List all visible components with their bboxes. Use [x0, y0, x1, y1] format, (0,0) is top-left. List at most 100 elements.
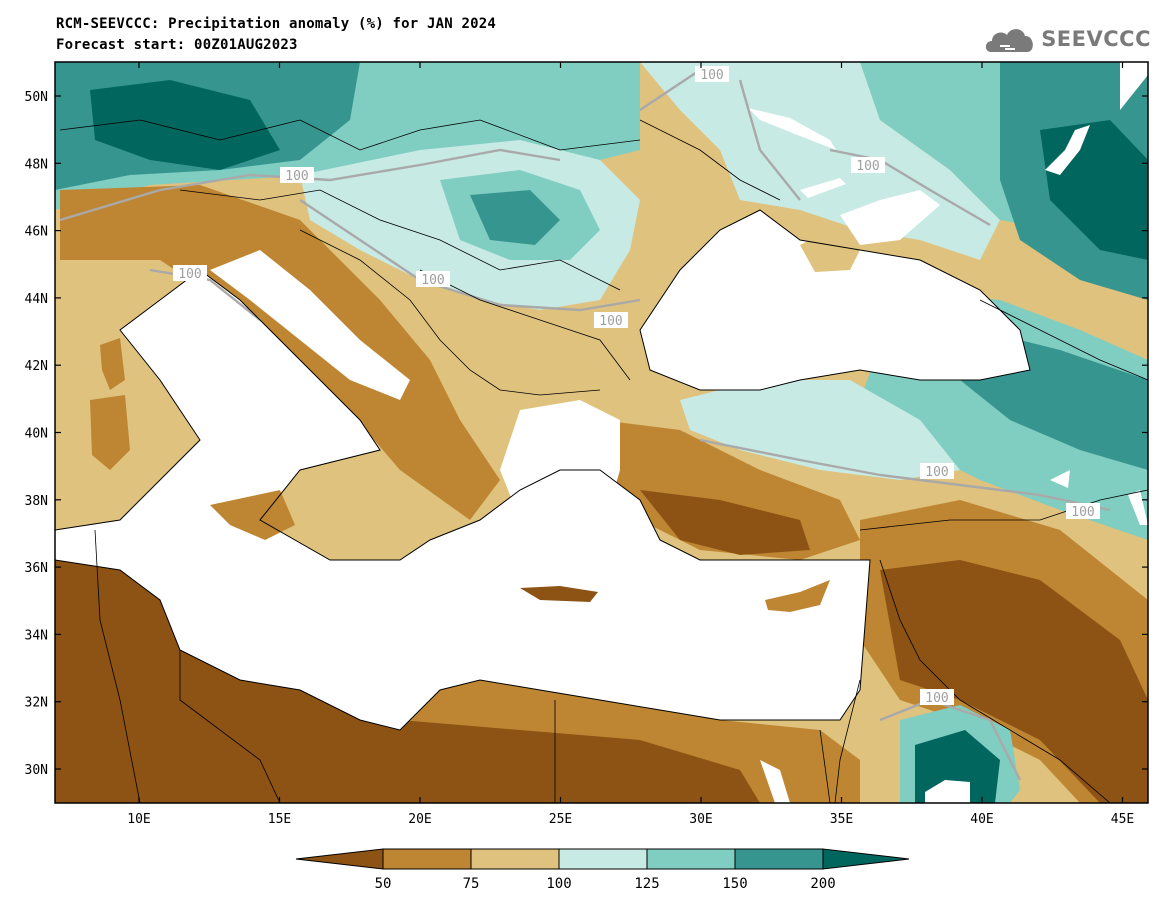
lat-tick-label: 48N — [25, 157, 48, 172]
lat-tick-label: 34N — [25, 628, 48, 643]
lake-van — [1050, 470, 1070, 488]
border-line — [179, 189, 621, 291]
cloud-icon — [986, 29, 1034, 52]
border-line — [554, 700, 831, 803]
longitude-axis: 10E 15E 20E 25E 30E 35E 40E 45E — [127, 62, 1134, 827]
lon-tick-label: 10E — [127, 812, 150, 827]
lon-tick-label: 35E — [830, 812, 853, 827]
border-line — [639, 119, 781, 201]
crimea — [800, 230, 860, 272]
contour-line — [699, 438, 1111, 512]
colorbar-label: 200 — [810, 876, 835, 892]
lon-tick-label: 40E — [970, 812, 993, 827]
coastline — [639, 209, 1031, 391]
contour-line — [879, 698, 1022, 781]
don-reservoir — [800, 178, 846, 198]
sardinia — [90, 395, 130, 470]
lake-urmia — [1128, 490, 1148, 525]
border-line — [834, 679, 861, 803]
colorbar-segment — [470, 848, 560, 870]
colorbar-segment — [382, 848, 472, 870]
lon-tick-label: 25E — [549, 812, 572, 827]
field-turkey-very-dry — [640, 490, 810, 555]
contour-line — [829, 148, 991, 227]
lat-tick-label: 30N — [25, 763, 48, 778]
contour-label-bg — [920, 463, 954, 479]
dnieper-reservoir — [748, 108, 836, 150]
colorbar-label: 150 — [722, 876, 747, 892]
field-levant-very-dry — [880, 560, 1148, 803]
seevccc-logo: SEEVCCC — [983, 22, 1151, 56]
colorbar-label: 75 — [463, 876, 480, 892]
contour-label: 100 — [700, 68, 723, 83]
contour-label-bg — [416, 271, 450, 287]
contour-label: 100 — [421, 273, 444, 288]
lon-tick-label: 45E — [1111, 812, 1134, 827]
contour-line — [639, 69, 801, 201]
lat-tick-label: 44N — [25, 292, 48, 307]
contour-line — [149, 268, 261, 321]
contour-labels: 100 100 100 100 100 100 100 100 100 — [173, 66, 1100, 706]
field-nw-core — [90, 80, 280, 170]
contour-label-bg — [851, 157, 885, 173]
border-line — [879, 559, 1111, 803]
contour-label-bg — [695, 66, 729, 82]
contour-label: 100 — [285, 169, 308, 184]
field-turkey-light — [680, 380, 960, 480]
contour-label: 100 — [925, 691, 948, 706]
field-italy-dry — [60, 185, 500, 520]
country-borders — [59, 119, 1148, 803]
aegean-sea — [500, 400, 620, 560]
colorbar-min-arrow — [295, 848, 384, 870]
colorbar-segment — [734, 848, 824, 870]
black-sea — [640, 210, 1030, 390]
border-line — [299, 229, 601, 396]
colorbar-segment — [646, 848, 736, 870]
arabia-blank — [925, 780, 970, 803]
contour-label-bg — [594, 312, 628, 328]
contour-label: 100 — [1071, 505, 1094, 520]
contour-line — [59, 148, 561, 222]
field-central-core — [470, 190, 560, 245]
lon-tick-label: 15E — [268, 812, 291, 827]
contour-label: 100 — [856, 159, 879, 174]
cyprus — [765, 580, 830, 612]
lat-tick-label: 38N — [25, 494, 48, 509]
lon-tick-label: 30E — [689, 812, 712, 827]
lat-tick-label: 40N — [25, 427, 48, 442]
lat-tick-label: 36N — [25, 561, 48, 576]
lon-tick-label: 20E — [408, 812, 431, 827]
map-title: RCM-SEEVCCC: Precipitation anomaly (%) f… — [56, 16, 497, 32]
azov-sea — [840, 190, 940, 245]
field-africa-very-dry — [55, 560, 760, 803]
mediterranean-sea — [55, 270, 870, 730]
contour-label-bg — [1066, 503, 1100, 519]
contour-100 — [59, 69, 1111, 781]
latitude-axis: 50N 48N 46N 44N 42N 40N 38N 36N 34N 32N 30N — [25, 90, 1148, 778]
red-sea-gulf — [760, 760, 790, 803]
lat-tick-label: 50N — [25, 90, 48, 105]
colorbar-label: 125 — [634, 876, 659, 892]
caspian-edge — [1120, 62, 1148, 110]
volga-lake — [1045, 125, 1090, 175]
border-line — [979, 299, 1148, 381]
colorbar-max-arrow — [822, 848, 910, 870]
contour-label: 100 — [599, 314, 622, 329]
anomaly-fields — [55, 62, 1148, 803]
border-line — [94, 529, 281, 803]
logo-text: SEEVCCC — [1041, 27, 1151, 51]
forecast-start: Forecast start: 00Z01AUG2023 — [56, 37, 298, 53]
contour-label: 100 — [178, 267, 201, 282]
contour-label-bg — [173, 265, 207, 281]
lat-tick-label: 32N — [25, 696, 48, 711]
border-line — [859, 489, 1148, 531]
field-arabia-core — [915, 730, 1000, 803]
border-line — [419, 269, 631, 381]
colorbar-segment — [558, 848, 648, 870]
colorbar-label: 100 — [546, 876, 571, 892]
contour-label-bg — [280, 167, 314, 183]
crete — [520, 586, 598, 602]
corsica — [100, 338, 125, 390]
contour-label-bg — [920, 689, 954, 705]
